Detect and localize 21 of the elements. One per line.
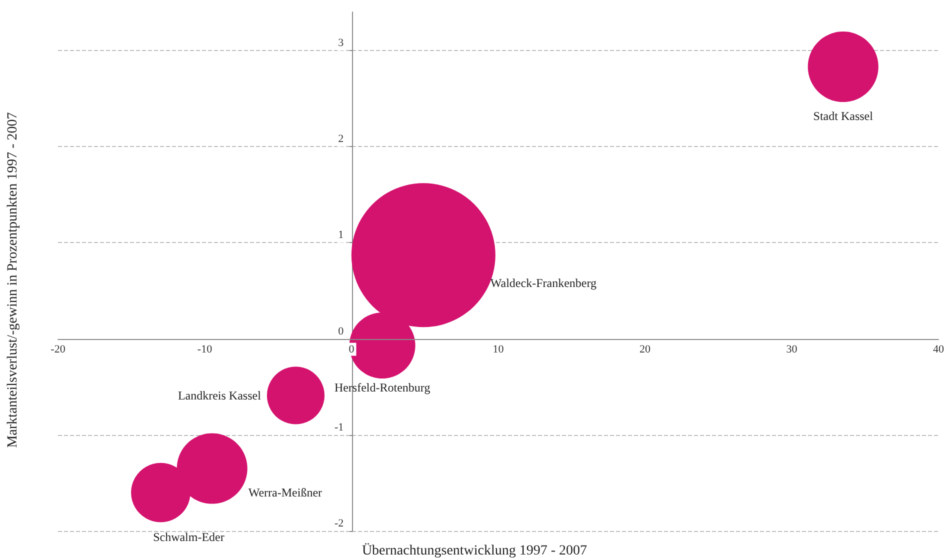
x-tick-label: -20: [50, 343, 66, 356]
series-label: Werra-Meißner: [248, 486, 322, 500]
y-tick-label: 0: [338, 325, 344, 338]
x-tick-label: 40: [933, 343, 944, 356]
series-label: Waldeck-Frankenberg: [490, 276, 597, 290]
x-tick-label: 30: [786, 343, 798, 356]
x-axis-title: Übernachtungsentwicklung 1997 - 2007: [362, 542, 588, 558]
x-tick-label: -10: [197, 343, 213, 356]
series-label: Schwalm-Eder: [153, 530, 224, 544]
y-axis-title: Marktanteilsverlust/-gewinn in Prozentpunkten 1997 - 2007: [6, 112, 20, 448]
y-tick-label: -2: [334, 518, 344, 530]
series-label: Stadt Kassel: [813, 109, 874, 124]
x-tick-label: 0: [348, 343, 355, 356]
series-label: Hersfeld-Rotenburg: [334, 380, 430, 394]
x-tick-label: 10: [492, 343, 504, 356]
x-tick-label: 20: [640, 343, 651, 356]
y-tick-label: 1: [338, 229, 344, 242]
y-tick-label: 3: [338, 36, 344, 49]
y-tick-label: 2: [338, 133, 344, 146]
y-tick-label: -1: [334, 421, 344, 434]
series-label: Landkreis Kassel: [178, 388, 262, 402]
